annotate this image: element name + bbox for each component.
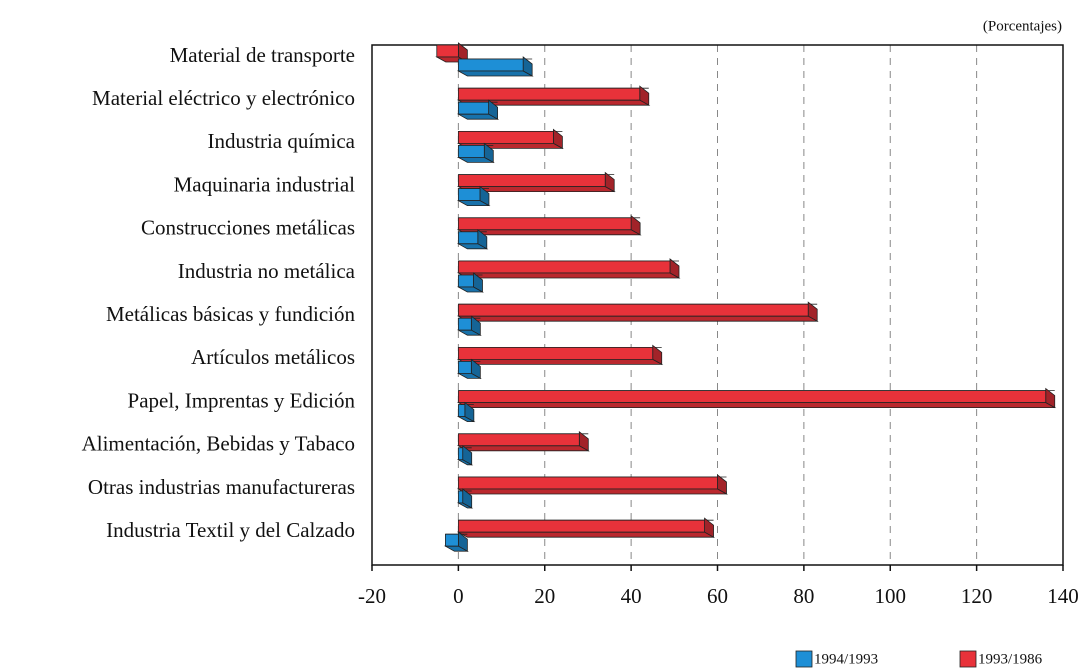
bar [436, 44, 459, 58]
bar-bottom [456, 372, 482, 379]
bar [457, 317, 472, 331]
legend-swatch [959, 650, 977, 668]
category-label: Material eléctrico y electrónico [92, 86, 355, 110]
x-tick-label: 140 [1047, 584, 1079, 608]
x-tick-label: 40 [621, 584, 642, 608]
category-label: Industria química [207, 129, 355, 153]
bar-bottom [456, 286, 485, 293]
bar [457, 217, 632, 231]
bar [457, 433, 580, 447]
bar-bottom [456, 445, 590, 452]
bar-bottom [456, 113, 500, 120]
bar-bottom [456, 272, 681, 279]
category-label: Papel, Imprentas y Edición [128, 388, 356, 412]
bar-bottom [456, 200, 491, 207]
bar [457, 447, 464, 461]
category-label: Material de transporte [170, 43, 355, 67]
bar [457, 130, 554, 144]
bar [457, 274, 474, 288]
x-tick-label: 20 [534, 584, 555, 608]
bar [457, 188, 481, 202]
category-label: Otras industrias manufactureras [88, 475, 355, 499]
legend-label: 1994/1993 [814, 651, 878, 667]
bar-bottom [456, 243, 489, 250]
bar [457, 519, 705, 533]
bar-bottom [456, 531, 716, 538]
x-tick-label: 60 [707, 584, 728, 608]
bar [457, 360, 472, 374]
bar-bottom [456, 402, 1057, 409]
x-tick-label: 0 [453, 584, 464, 608]
category-label: Artículos metálicos [191, 345, 355, 369]
bar [457, 101, 490, 115]
x-tick-label: 80 [793, 584, 814, 608]
bar-bottom [456, 416, 476, 423]
bar [457, 490, 464, 504]
category-label: Alimentación, Bebidas y Tabaco [82, 432, 355, 456]
category-label: Industria no metálica [178, 259, 356, 283]
bar-bottom [456, 502, 474, 509]
bar-bottom [456, 358, 664, 365]
bar [457, 87, 641, 101]
bar [457, 144, 485, 158]
bar [457, 231, 479, 245]
bar [457, 58, 524, 72]
category-label: Maquinaria industrial [174, 172, 356, 196]
x-tick-label: -20 [358, 584, 386, 608]
bar-bottom [456, 329, 482, 336]
bar-bottom [456, 488, 729, 495]
bar [457, 346, 654, 360]
legend-swatch [795, 650, 813, 668]
x-tick-label: 100 [875, 584, 907, 608]
x-tick-label: 120 [961, 584, 993, 608]
bar [457, 303, 809, 317]
bar [457, 174, 606, 188]
category-label: Metálicas básicas y fundición [106, 302, 356, 326]
annotation: (Porcentajes) [983, 18, 1062, 34]
bar [445, 533, 459, 547]
bar-bottom [456, 459, 474, 466]
bar-bottom [456, 315, 819, 322]
bar-bottom [456, 156, 495, 163]
bar [457, 404, 466, 418]
bar-bottom [443, 545, 469, 552]
bar-bottom [456, 70, 534, 77]
plot-frame [371, 44, 1064, 566]
category-label: Industria Textil y del Calzado [106, 518, 355, 542]
bar [457, 390, 1047, 404]
category-label: Construcciones metálicas [141, 216, 355, 240]
bar [457, 260, 671, 274]
bar [457, 476, 718, 490]
bar-bottom [456, 229, 642, 236]
legend-label: 1993/1986 [978, 651, 1043, 667]
